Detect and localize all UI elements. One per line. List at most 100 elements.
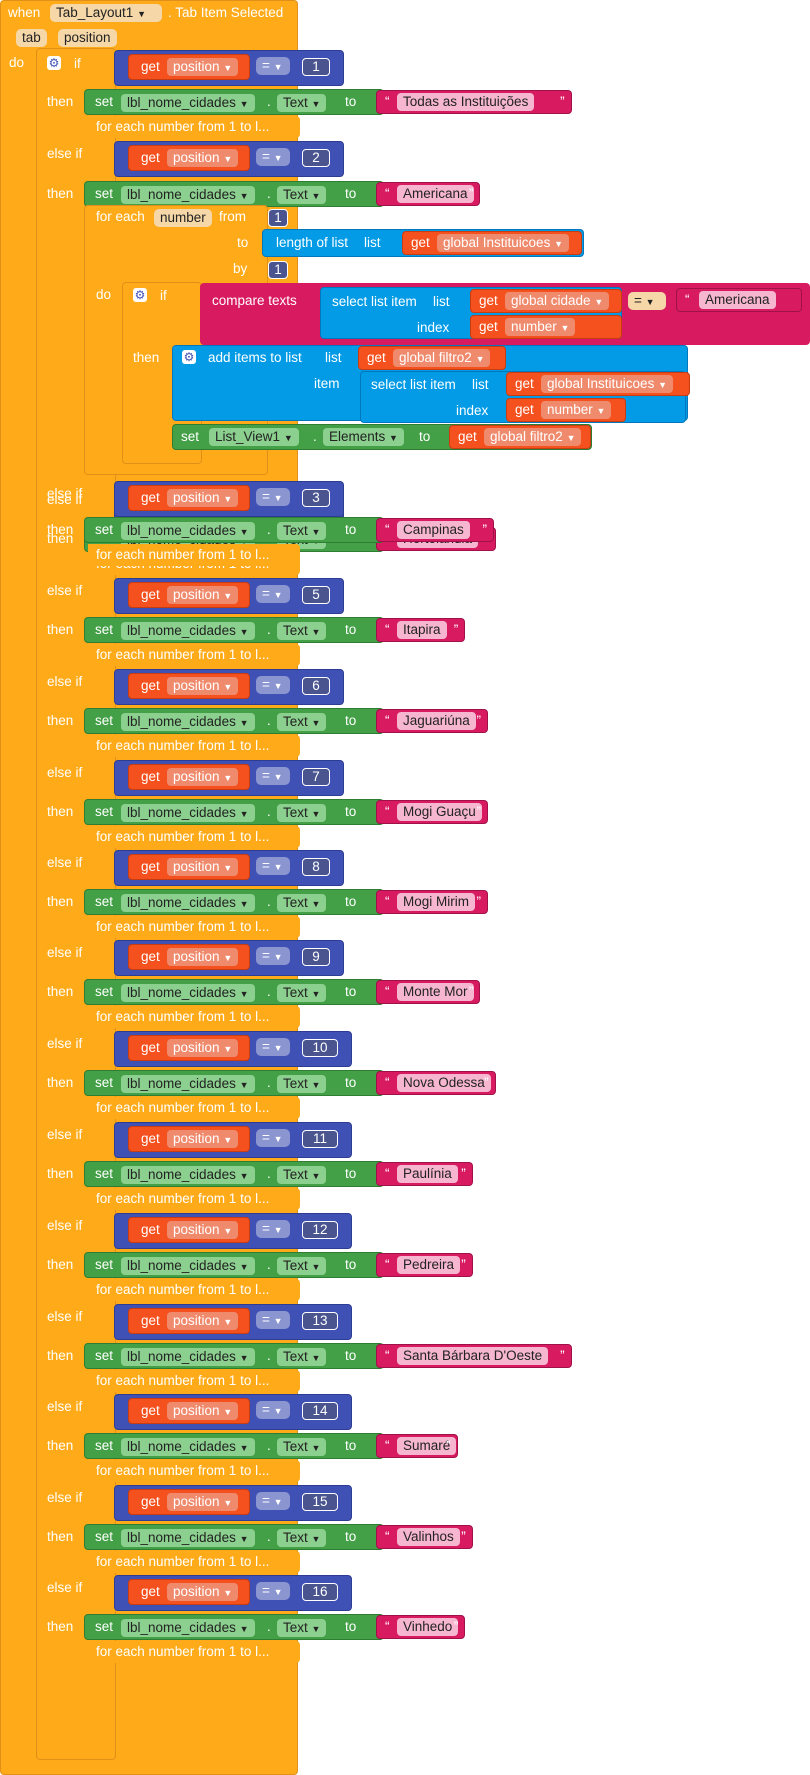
get-position[interactable]: get position ▼ — [128, 1035, 250, 1061]
component-dropdown[interactable]: lbl_nome_cidades ▼ — [121, 984, 255, 1002]
get-global-inst[interactable]: get global Instituicoes ▼ — [402, 231, 582, 255]
city-value[interactable]: Nova Odessa — [397, 1074, 491, 1092]
eq-dropdown[interactable]: = ▼ — [256, 676, 290, 694]
position-var[interactable]: position ▼ — [167, 1039, 239, 1057]
gear-icon[interactable]: ⚙ — [47, 56, 61, 70]
city-string[interactable]: “ Nova Odessa” — [376, 1071, 496, 1095]
component-dropdown[interactable]: lbl_nome_cidades ▼ — [121, 622, 255, 640]
city-value[interactable]: Americana — [397, 185, 474, 203]
var-name[interactable]: number ▼ — [505, 318, 576, 336]
position-number[interactable]: 9 — [302, 948, 330, 966]
position-number[interactable]: 3 — [302, 489, 330, 507]
component-dropdown[interactable]: lbl_nome_cidades ▼ — [121, 522, 255, 540]
compare-op-dropdown[interactable]: = ▼ — [628, 292, 666, 310]
string-value[interactable]: Americana — [699, 291, 776, 309]
component-dropdown[interactable]: lbl_nome_cidades ▼ — [121, 1438, 255, 1456]
get-number-2[interactable]: get number ▼ — [506, 398, 626, 422]
for-each-collapsed[interactable]: for each number from 1 to l... — [88, 916, 300, 938]
eq-dropdown[interactable]: = ▼ — [256, 148, 290, 166]
component-dropdown[interactable]: Tab_Layout1 ▼ — [50, 4, 162, 22]
var-name[interactable]: global filtro2 ▼ — [484, 428, 582, 446]
position-var[interactable]: position ▼ — [167, 1583, 239, 1601]
property-dropdown[interactable]: Text ▼ — [277, 522, 327, 540]
component-dropdown[interactable]: lbl_nome_cidades ▼ — [121, 894, 255, 912]
var-name[interactable]: number ▼ — [541, 401, 612, 419]
set-label-text[interactable]: set lbl_nome_cidades ▼. Text ▼ to — [84, 1524, 384, 1550]
set-label-text[interactable]: set lbl_nome_cidades ▼. Text ▼ to — [84, 1070, 384, 1096]
property-dropdown[interactable]: Elements ▼ — [323, 428, 404, 446]
set-label-text[interactable]: set lbl_nome_cidades ▼. Text ▼ to — [84, 889, 384, 915]
component-dropdown[interactable]: lbl_nome_cidades ▼ — [121, 186, 255, 204]
component-dropdown[interactable]: lbl_nome_cidades ▼ — [121, 1075, 255, 1093]
position-var[interactable]: position ▼ — [167, 948, 239, 966]
component-dropdown[interactable]: lbl_nome_cidades ▼ — [121, 1257, 255, 1275]
position-var[interactable]: position ▼ — [167, 586, 239, 604]
city-value[interactable]: Jaguariúna — [397, 712, 476, 730]
for-each-collapsed[interactable]: for each number from 1 to l... — [88, 1370, 300, 1392]
get-position[interactable]: get position ▼ — [128, 1579, 250, 1605]
position-number[interactable]: 8 — [302, 858, 330, 876]
param-position[interactable]: position — [58, 29, 117, 47]
get-position[interactable]: get position ▼ — [128, 1308, 250, 1334]
get-global-cidade[interactable]: get global cidade ▼ — [470, 289, 622, 313]
from-value[interactable]: 1 — [268, 209, 288, 227]
listview-dropdown[interactable]: List_View1 ▼ — [209, 428, 299, 446]
set-label-text[interactable]: set lbl_nome_cidades ▼. Text ▼ to — [84, 708, 384, 734]
position-number[interactable]: 12 — [302, 1221, 338, 1239]
position-number[interactable]: 14 — [302, 1402, 338, 1420]
component-dropdown[interactable]: lbl_nome_cidades ▼ — [121, 713, 255, 731]
eq-dropdown[interactable]: = ▼ — [256, 1220, 290, 1238]
var-name[interactable]: global Instituicoes ▼ — [437, 234, 570, 252]
city-value[interactable]: Paulínia — [397, 1165, 458, 1183]
city-string[interactable]: “ Santa Bárbara D'Oeste ” — [376, 1344, 572, 1368]
for-each-collapsed[interactable]: for each number from 1 to l... — [88, 544, 300, 566]
get-global-filtro[interactable]: get global filtro2 ▼ — [358, 346, 506, 370]
set-label-text[interactable]: set lbl_nome_cidades ▼. Text ▼ to — [84, 89, 384, 115]
get-position[interactable]: get position ▼ — [128, 145, 250, 171]
city-string[interactable]: “ Jaguariúna” — [376, 709, 488, 733]
set-label-text[interactable]: set lbl_nome_cidades ▼ . Text ▼ to — [84, 517, 384, 543]
eq-dropdown[interactable]: = ▼ — [256, 1401, 290, 1419]
set-label-text[interactable]: set lbl_nome_cidades ▼. Text ▼ to — [84, 1252, 384, 1278]
eq-dropdown[interactable]: = ▼ — [256, 1038, 290, 1056]
set-label-text[interactable]: set lbl_nome_cidades ▼. Text ▼ to — [84, 979, 384, 1005]
component-dropdown[interactable]: lbl_nome_cidades ▼ — [121, 1348, 255, 1366]
for-each-collapsed[interactable]: for each number from 1 to l... — [88, 1460, 300, 1482]
position-number[interactable]: 16 — [302, 1583, 338, 1601]
city-value[interactable]: Sumaré — [397, 1437, 457, 1455]
get-position[interactable]: get position ▼ — [128, 1489, 250, 1515]
property-dropdown[interactable]: Text ▼ — [277, 713, 327, 731]
city-value[interactable]: Santa Bárbara D'Oeste — [397, 1347, 549, 1365]
property-dropdown[interactable]: Text ▼ — [277, 894, 327, 912]
property-dropdown[interactable]: Text ▼ — [277, 1257, 327, 1275]
eq-dropdown[interactable]: = ▼ — [256, 947, 290, 965]
position-number[interactable]: 11 — [302, 1130, 338, 1148]
city-value[interactable]: Campinas — [397, 521, 470, 539]
get-number[interactable]: get number ▼ — [470, 315, 622, 339]
set-label-text[interactable]: set lbl_nome_cidades ▼. Text ▼ to — [84, 617, 384, 643]
var-name[interactable]: global Instituicoes ▼ — [541, 375, 674, 393]
city-value[interactable]: Itapira — [397, 621, 447, 639]
property-dropdown[interactable]: Text ▼ — [277, 1438, 327, 1456]
city-string[interactable]: “ Campinas ” — [376, 518, 494, 542]
get-position[interactable]: get position ▼ — [128, 764, 250, 790]
city-string[interactable]: “ Todas as Instituições ” — [376, 90, 572, 114]
position-var[interactable]: position ▼ — [167, 858, 239, 876]
set-label-text[interactable]: set lbl_nome_cidades ▼. Text ▼ to — [84, 1343, 384, 1369]
get-position[interactable]: get position ▼ — [128, 485, 250, 511]
eq-dropdown[interactable]: = ▼ — [256, 1492, 290, 1510]
property-dropdown[interactable]: Text ▼ — [277, 186, 327, 204]
position-var[interactable]: position ▼ — [167, 768, 239, 786]
for-each-collapsed[interactable]: for each number from 1 to l... — [88, 644, 300, 666]
city-string[interactable]: “ Vinhedo” — [376, 1615, 466, 1639]
city-string[interactable]: “ Sumaré” — [376, 1434, 458, 1458]
get-position[interactable]: get position ▼ — [128, 54, 250, 80]
gear-icon[interactable]: ⚙ — [133, 288, 147, 302]
get-position[interactable]: get position ▼ — [128, 944, 250, 970]
city-value[interactable]: Monte Mor — [397, 983, 474, 1001]
city-value[interactable]: Pedreira — [397, 1256, 461, 1274]
city-string[interactable]: “ Itapira ” — [376, 618, 466, 642]
position-number[interactable]: 15 — [302, 1493, 338, 1511]
property-dropdown[interactable]: Text ▼ — [277, 1348, 327, 1366]
position-var[interactable]: position ▼ — [167, 677, 239, 695]
